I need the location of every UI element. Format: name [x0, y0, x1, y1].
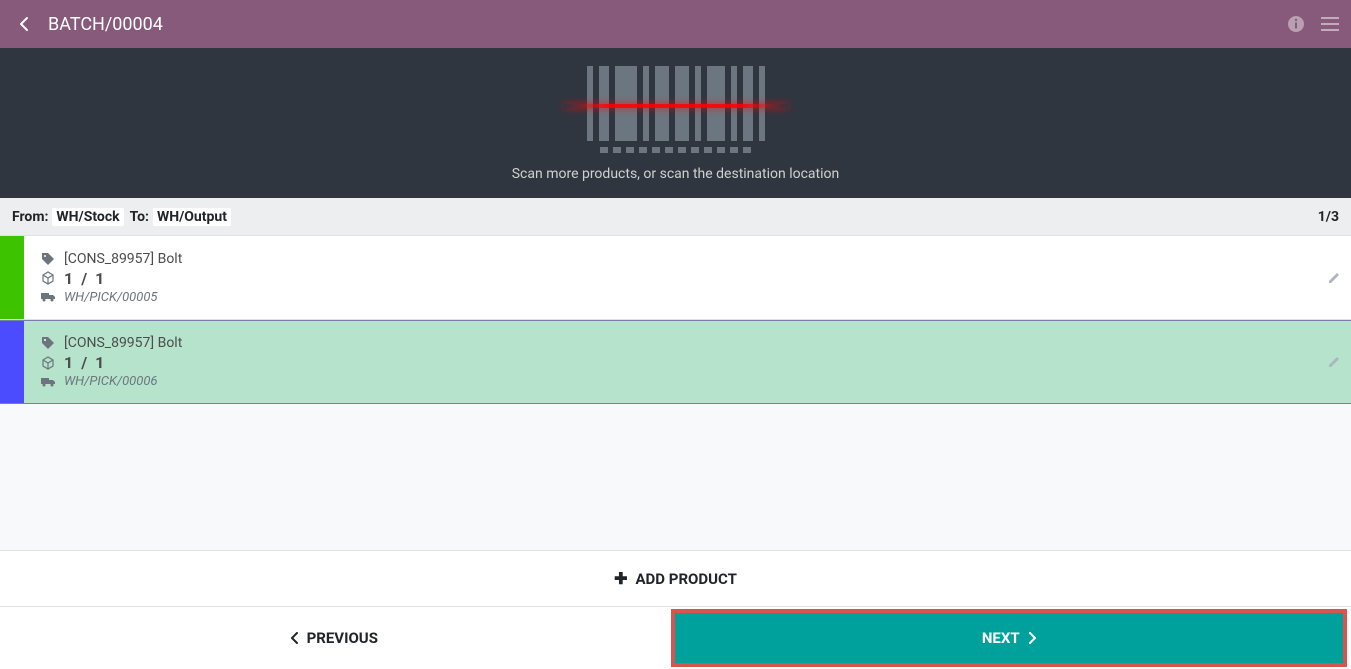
to-label: To:	[130, 209, 149, 225]
scan-instruction: Scan more products, or scan the destinat…	[512, 166, 840, 182]
qty-display: 1/1	[64, 269, 104, 288]
scan-panel: Scan more products, or scan the destinat…	[0, 48, 1351, 198]
tag-icon	[40, 252, 56, 266]
from-value: WH/Stock	[52, 208, 123, 226]
page-counter: 1/3	[1318, 209, 1339, 225]
previous-label: PREVIOUS	[307, 629, 378, 647]
picking-ref: WH/PICK/00006	[64, 374, 158, 389]
chevron-left-icon	[19, 16, 29, 32]
line-accent	[0, 321, 24, 403]
chevron-left-icon	[291, 632, 299, 644]
scan-laser-line	[564, 104, 788, 108]
location-bar: From: WH/Stock To: WH/Output 1/3	[0, 198, 1351, 236]
product-row: [CONS_89957] Bolt	[40, 251, 1335, 267]
qty-row: 1/1	[40, 353, 1335, 372]
product-name: [CONS_89957] Bolt	[64, 335, 182, 351]
add-product-button[interactable]: ✚ ADD PRODUCT	[0, 551, 1351, 607]
edit-line-button[interactable]	[1327, 355, 1341, 369]
empty-space	[0, 404, 1351, 550]
qty-row: 1/1	[40, 269, 1335, 288]
next-button[interactable]: NEXT	[671, 609, 1348, 667]
picking-lines: [CONS_89957] Bolt 1/1 WH/PICK/00005 [CON…	[0, 236, 1351, 404]
box-icon	[40, 271, 56, 285]
plus-icon: ✚	[614, 569, 627, 588]
pencil-icon	[1327, 355, 1341, 369]
menu-icon	[1321, 17, 1339, 31]
edit-line-button[interactable]	[1327, 271, 1341, 285]
truck-icon	[40, 376, 56, 388]
product-row: [CONS_89957] Bolt	[40, 335, 1335, 351]
next-label: NEXT	[982, 629, 1020, 647]
box-icon	[40, 356, 56, 370]
chevron-right-icon	[1028, 632, 1036, 644]
picking-row: WH/PICK/00006	[40, 374, 1335, 389]
previous-button[interactable]: PREVIOUS	[0, 607, 669, 669]
nav-row: PREVIOUS NEXT	[0, 607, 1351, 669]
from-label: From:	[12, 209, 48, 225]
info-icon	[1287, 15, 1305, 33]
picking-line[interactable]: [CONS_89957] Bolt 1/1 WH/PICK/00006	[0, 320, 1351, 404]
add-product-label: ADD PRODUCT	[635, 570, 736, 588]
to-value: WH/Output	[153, 208, 231, 226]
barcode-dots	[600, 147, 751, 153]
page-title: BATCH/00004	[48, 14, 1287, 35]
picking-line[interactable]: [CONS_89957] Bolt 1/1 WH/PICK/00005	[0, 236, 1351, 320]
app-header: BATCH/00004	[0, 0, 1351, 48]
picking-ref: WH/PICK/00005	[64, 290, 158, 305]
info-button[interactable]	[1287, 15, 1305, 33]
pencil-icon	[1327, 271, 1341, 285]
line-content: [CONS_89957] Bolt 1/1 WH/PICK/00006	[24, 321, 1351, 403]
back-button[interactable]	[12, 12, 36, 36]
line-accent	[0, 236, 24, 319]
menu-button[interactable]	[1321, 17, 1339, 31]
footer: ✚ ADD PRODUCT PREVIOUS NEXT	[0, 550, 1351, 669]
header-actions	[1287, 15, 1339, 33]
picking-row: WH/PICK/00005	[40, 290, 1335, 305]
qty-display: 1/1	[64, 353, 104, 372]
truck-icon	[40, 291, 56, 303]
line-content: [CONS_89957] Bolt 1/1 WH/PICK/00005	[24, 236, 1351, 319]
barcode-graphic	[576, 64, 776, 154]
tag-icon	[40, 336, 56, 350]
product-name: [CONS_89957] Bolt	[64, 251, 182, 267]
